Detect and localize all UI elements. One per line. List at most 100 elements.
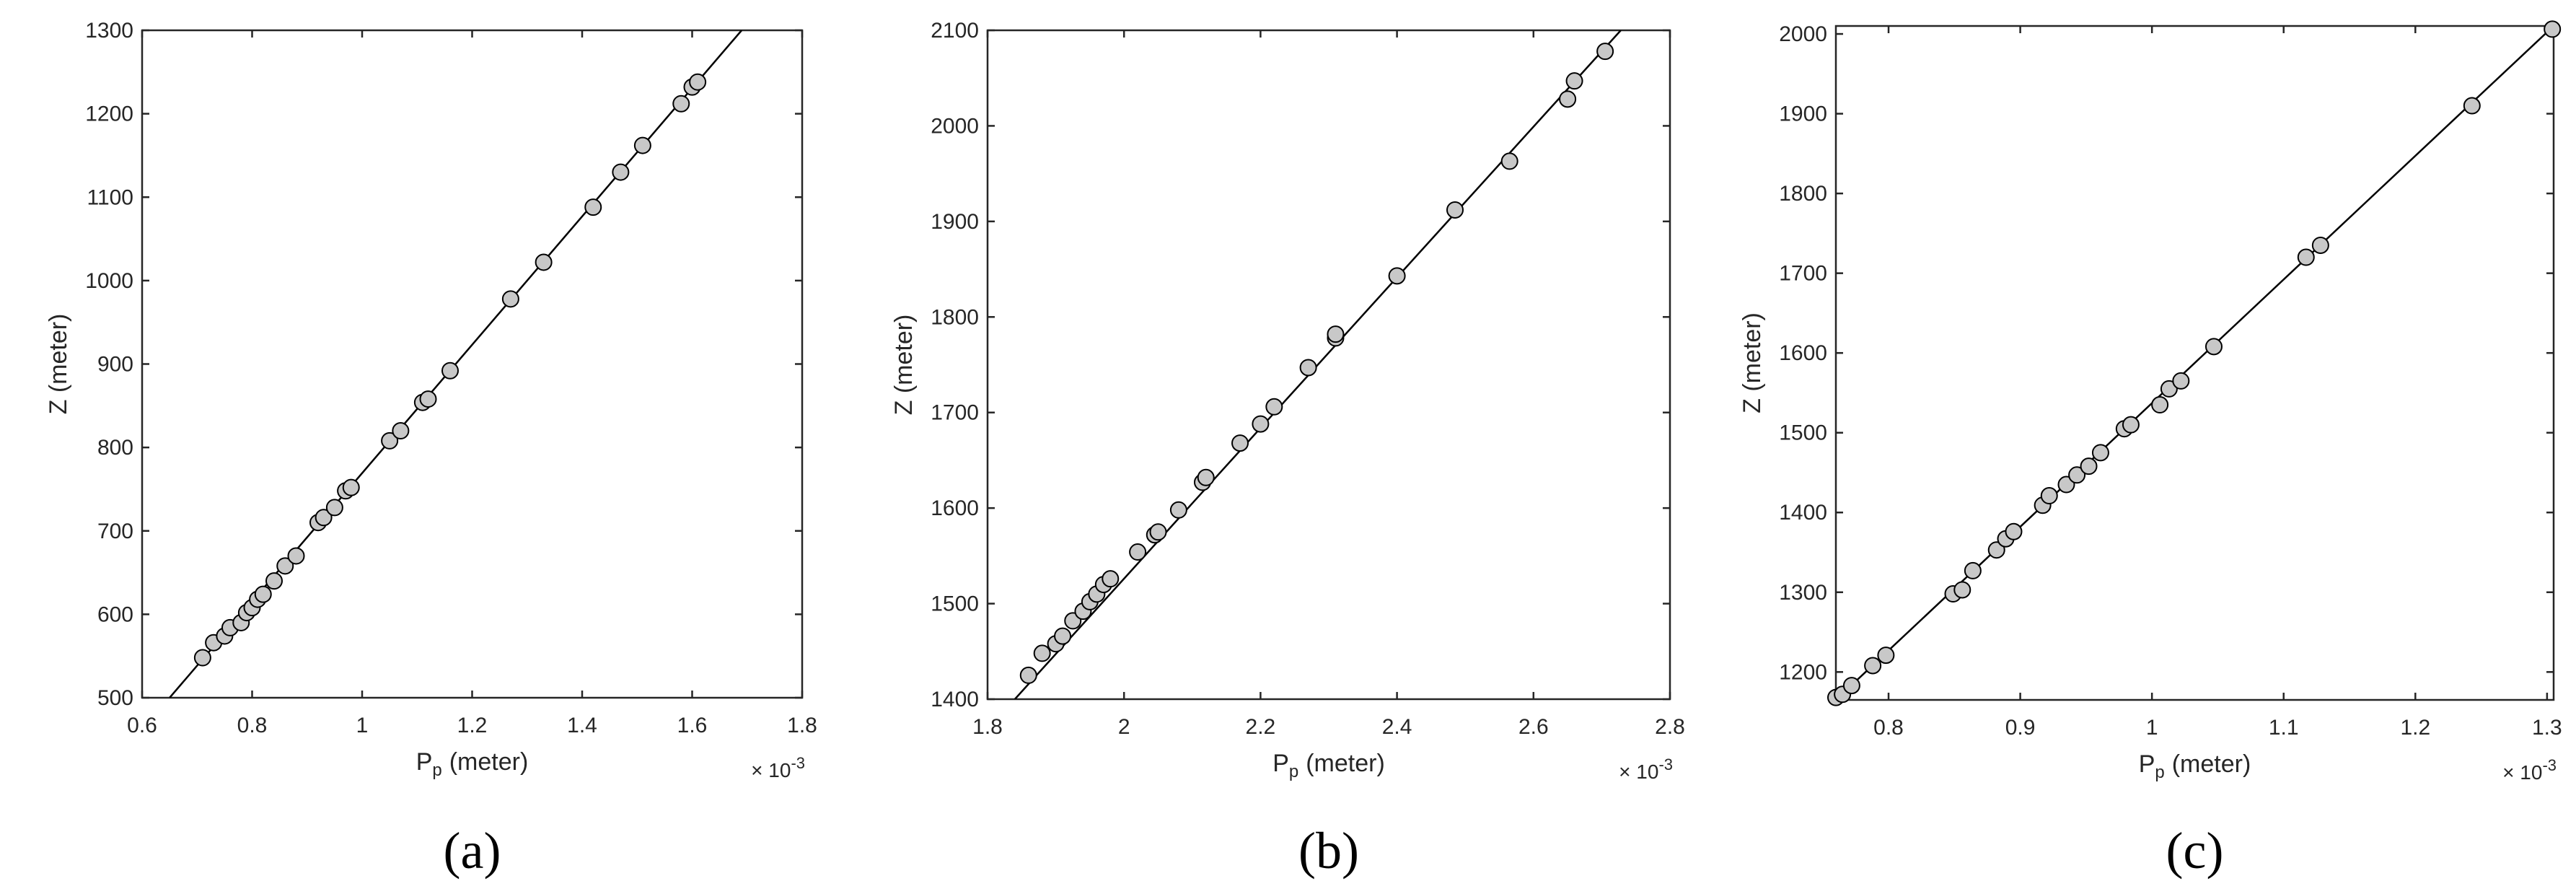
y-axis-label: Z (meter) (1738, 312, 1766, 413)
panel-b: 1.8 2 2.2 2.4 2.6 2.8 1400 1500 1600 1700 1800 1900… (890, 19, 1685, 880)
panel-label: (a) (444, 822, 501, 880)
y-tick-label: 1300 (85, 19, 133, 43)
data-point (1596, 43, 1614, 61)
data-point (2122, 416, 2140, 434)
x-tick-label: 1 (2146, 716, 2158, 740)
data-point (672, 95, 690, 113)
data-point (1559, 90, 1577, 108)
data-point (535, 253, 553, 271)
data-point (1327, 325, 1345, 343)
y-tick-label: 1700 (931, 401, 979, 425)
data-point (501, 290, 519, 308)
y-tick-label: 1600 (931, 496, 979, 520)
data-point (1252, 415, 1270, 433)
y-tick-label: 700 (97, 520, 133, 543)
data-point (689, 73, 707, 91)
fit-line (1014, 30, 1622, 699)
data-point (441, 361, 459, 380)
data-point (612, 163, 630, 181)
y-axis-label: Z (meter) (890, 315, 918, 416)
x-axis-multiplier-base: × 10 (1619, 761, 1658, 783)
y-tick-label: 900 (97, 353, 133, 377)
x-tick-label: 1.8 (787, 714, 817, 737)
x-tick-label: 1.2 (457, 714, 488, 737)
data-point (2160, 380, 2178, 398)
data-point (1033, 644, 1051, 662)
x-tick-label: 0.6 (127, 714, 157, 737)
y-tick-label: 1600 (1779, 341, 1827, 365)
panel-a: 0.6 0.8 1 1.2 1.4 1.6 1.8 500 600 700 800 900 1000 11… (45, 19, 817, 880)
x-axis-multiplier: × 10-3 (751, 754, 805, 781)
y-tick-label: 1400 (931, 688, 979, 711)
data-point (287, 547, 305, 565)
x-tick-label: 2.4 (1382, 715, 1412, 739)
data-point (276, 557, 294, 575)
x-axis-label-unit: (meter) (2172, 750, 2251, 778)
data-point (342, 478, 360, 496)
data-point (1149, 523, 1167, 541)
data-point (392, 422, 410, 439)
x-tick-label: 1 (356, 714, 369, 737)
x-axis-multiplier-base: × 10 (2502, 761, 2542, 784)
data-point (584, 198, 602, 216)
x-axis-label-subscript: p (1289, 762, 1298, 781)
data-point (1877, 647, 1895, 665)
data-point (2463, 97, 2481, 115)
x-axis-label-unit: (meter) (449, 748, 529, 776)
x-axis-label-subscript: p (2155, 763, 2164, 782)
data-point (1500, 152, 1518, 170)
x-tick-label: 1.2 (2400, 716, 2430, 740)
x-axis-multiplier-exponent: -3 (791, 754, 805, 772)
x-axis-multiplier-exponent: -3 (1658, 755, 1673, 774)
data-point (2544, 20, 2562, 38)
data-point (315, 509, 333, 527)
x-axis-multiplier: × 10-3 (2502, 756, 2557, 784)
y-tick-label: 1100 (87, 185, 133, 209)
panel-label: (b) (1298, 822, 1359, 880)
y-tick-label: 1800 (1779, 182, 1827, 206)
y-axis-label: Z (meter) (45, 314, 72, 415)
x-tick-label: 1.4 (567, 714, 597, 737)
x-axis-label: Pp (meter) (2139, 750, 2251, 782)
y-tick-label: 1900 (931, 210, 979, 234)
data-point (193, 649, 211, 667)
data-point (1987, 541, 2005, 559)
x-tick-label: 2.6 (1518, 715, 1549, 739)
data-point (633, 136, 651, 154)
data-point (325, 499, 343, 517)
data-point (381, 431, 399, 450)
x-axis-label-main: P (416, 748, 433, 776)
y-tick-label: 2000 (931, 114, 979, 138)
data-point (265, 572, 283, 590)
x-axis-multiplier-base: × 10 (751, 759, 791, 781)
data-point (2005, 522, 2023, 540)
plot-area (141, 29, 804, 699)
data-point (1169, 501, 1187, 519)
data-point (2297, 248, 2315, 266)
data-point (1446, 201, 1464, 219)
data-point (1388, 267, 1406, 285)
data-point (2172, 372, 2190, 390)
x-axis-label-subscript: p (432, 761, 441, 780)
data-point (1231, 434, 1249, 452)
data-point (1054, 627, 1072, 645)
x-tick-label: 1.1 (2269, 716, 2299, 740)
y-tick-label: 1200 (85, 102, 133, 126)
y-tick-label: 500 (97, 686, 133, 710)
data-point (1953, 581, 1971, 599)
data-point (1265, 398, 1283, 416)
data-point (1842, 677, 1860, 695)
y-tick-label: 1000 (85, 269, 133, 293)
x-axis-multiplier-exponent: -3 (2542, 756, 2557, 774)
y-tick-label: 1300 (1779, 581, 1827, 605)
x-axis-label: Pp (meter) (1272, 750, 1385, 781)
data-point (254, 585, 272, 603)
y-tick-label: 2100 (931, 19, 979, 43)
x-tick-label: 1.3 (2532, 716, 2562, 740)
y-tick-label: 1200 (1779, 660, 1827, 684)
data-point (2091, 444, 2109, 462)
x-tick-label: 2.8 (1655, 715, 1685, 739)
data-point (2068, 466, 2086, 484)
data-point (1864, 657, 1882, 675)
x-tick-label: 0.8 (1873, 716, 1904, 740)
